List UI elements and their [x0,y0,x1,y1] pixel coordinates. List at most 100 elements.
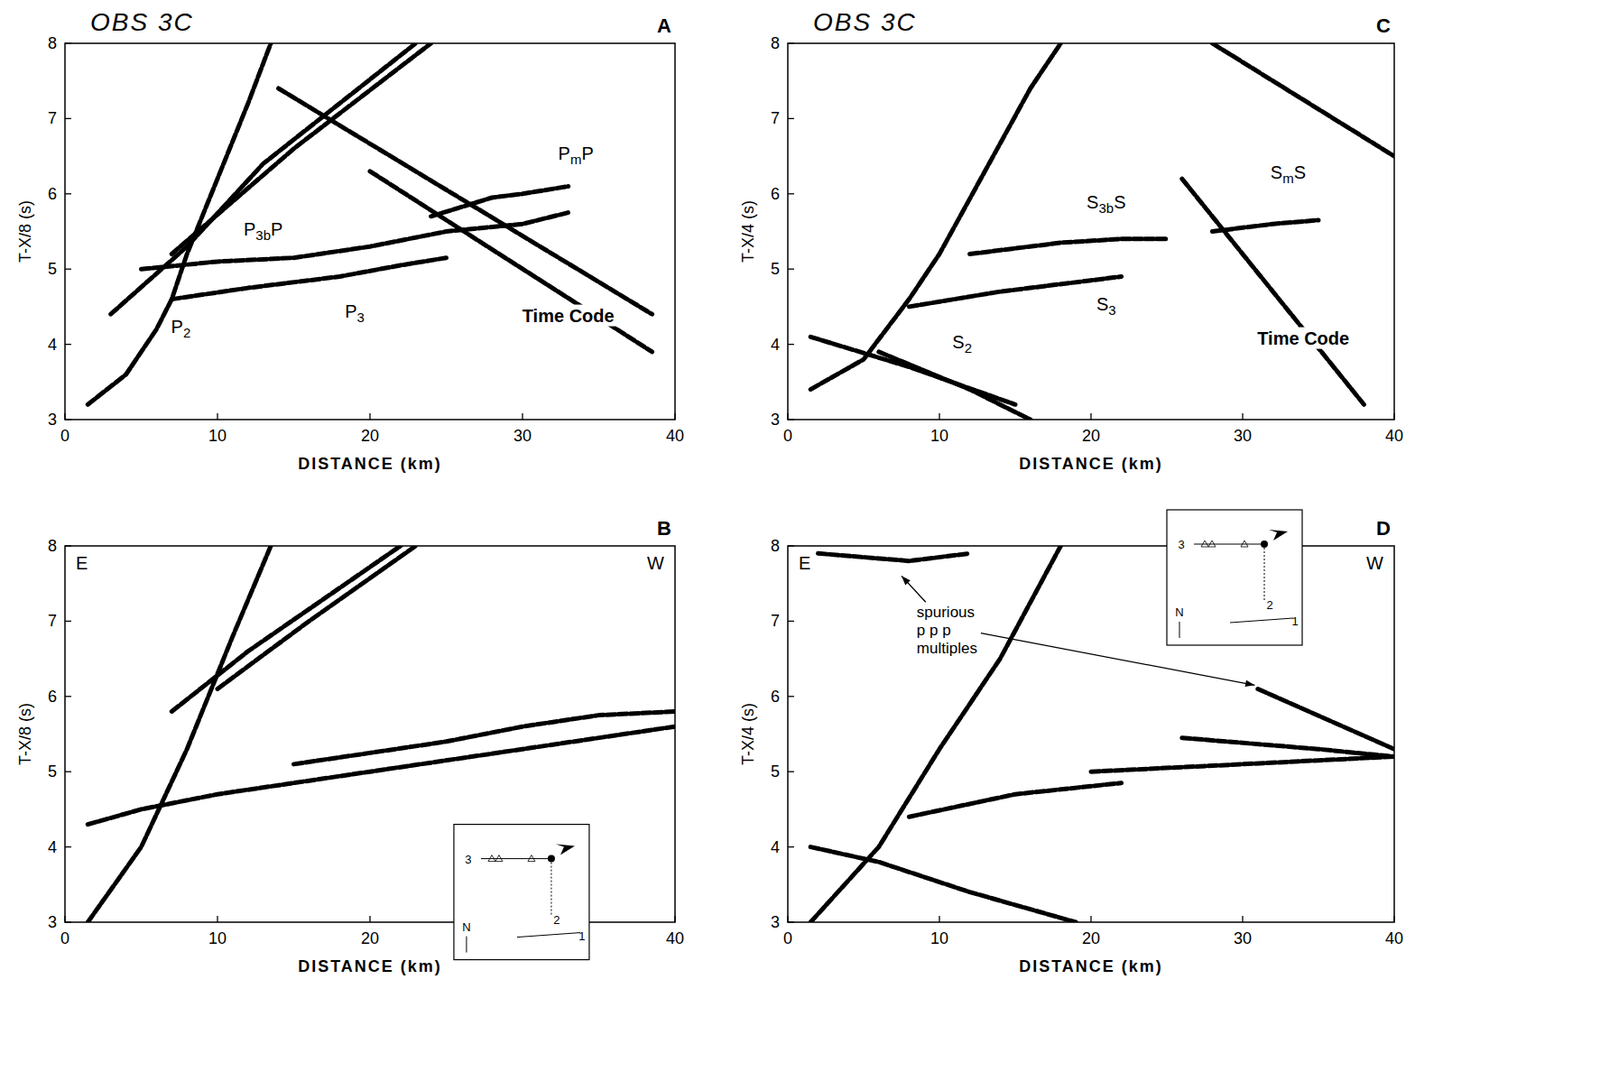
y-tick-label: 4 [47,838,57,857]
y-tick-label: 5 [47,762,57,781]
phase-label: PmP [558,143,594,167]
annotation-text: p p p [916,621,952,639]
y-tick [787,771,795,773]
phase-curve [970,239,1167,255]
annotation-arrow [980,633,1256,686]
inset-label: N [1174,605,1184,620]
annotation: S2 [949,331,975,357]
y-axis-title: T-X/8 (s) [16,200,35,263]
arrow-head [1245,680,1256,687]
inset-obs [488,855,496,862]
x-tick [786,413,788,420]
panel: 010203040345678DISTANCE (km)T-X/8 (s)BEW… [16,517,685,976]
arrow-head [901,575,911,585]
inset-obs [1240,540,1249,547]
inset-north [1179,621,1181,639]
x-tick [216,915,218,923]
annotation: PmP [555,142,597,168]
y-tick-label: 6 [47,184,57,204]
phase-label: S3 [1096,294,1117,318]
x-axis-title: DISTANCE (km) [297,957,443,976]
y-tick-label: 6 [770,184,780,204]
direction-label: E [75,553,88,574]
y-tick-label: 3 [770,913,780,932]
direction-label: W [647,553,665,574]
phase-curve [1182,178,1365,405]
inset-line [1230,618,1294,623]
x-tick-label: 0 [60,929,70,948]
x-tick [64,915,65,923]
inset-label: 2 [553,913,560,927]
y-tick-label: 5 [770,259,780,278]
phase-curve [1211,43,1395,157]
phase-curve [294,712,676,765]
y-tick-label: 8 [770,536,780,555]
annotation-text: multiples [916,639,978,657]
panel: 010203040345678DISTANCE (km)T-X/8 (s)OBS… [16,8,685,473]
phase-curve [1257,689,1395,750]
x-tick [674,413,676,420]
panel-letter: C [1376,14,1391,37]
phase-curve [908,277,1121,307]
y-tick [787,620,795,622]
phase-curve [908,783,1121,818]
y-tick [787,343,795,345]
y-tick [787,42,795,44]
phase-curve [878,351,1031,420]
inset-obs [527,855,536,862]
annotation-text: spurious [916,603,975,621]
x-tick [1241,413,1243,420]
inset-obs [1208,540,1216,547]
phase-label: P3bP [243,219,283,243]
x-tick-label: 0 [60,426,70,445]
y-axis-title: T-X/8 (s) [16,702,35,766]
y-tick [787,268,795,270]
y-tick [787,545,795,546]
phase-curve [1211,220,1319,232]
direction-label: E [798,553,811,574]
x-tick-label: 30 [1233,929,1252,948]
y-axis-title: T-X/4 (s) [739,702,758,766]
y-tick-label: 3 [770,410,780,429]
label-patch [949,331,975,357]
label-patch [342,300,368,326]
inset-pointer [555,844,575,856]
x-tick-label: 20 [360,929,380,948]
x-tick [369,413,370,420]
annotation: SmS [1267,161,1309,187]
inset-north [465,936,467,953]
y-tick-label: 8 [770,34,780,53]
inset-line [550,859,552,916]
inset-frame [1166,509,1303,646]
annotation: Time Code [519,305,618,327]
y-tick-label: 4 [770,335,780,354]
x-tick-label: 10 [208,929,227,948]
annotation: S3 [1093,293,1120,319]
phase-curve [810,43,1061,390]
x-tick [521,413,523,420]
panel: 010203040345678DISTANCE (km)T-X/4 (s)DEW… [739,509,1404,976]
x-tick [1090,413,1092,420]
inset-obs [1201,540,1209,547]
x-tick-label: 30 [513,426,532,445]
phase-label: P2 [171,316,192,341]
phase-label: P3 [344,301,365,325]
inset-line [1193,544,1265,546]
x-tick-label: 20 [1082,426,1101,445]
phase-curve [87,726,676,824]
phase-curve [810,847,1076,923]
x-axis-title: DISTANCE (km) [1018,957,1164,976]
x-tick-label: 0 [783,426,793,445]
y-tick-label: 6 [770,687,780,706]
plot-frame [787,545,1395,923]
label-patch [1254,327,1352,350]
label-patch [240,218,286,244]
phase-label: Time Code [522,305,615,326]
x-tick-label: 0 [783,929,793,948]
y-tick [64,846,72,848]
y-tick [64,771,72,773]
x-tick-label: 40 [665,426,685,445]
phase-label: SmS [1270,162,1306,186]
inset-map: 321N [1166,509,1303,646]
annotation: P3 [342,300,368,326]
